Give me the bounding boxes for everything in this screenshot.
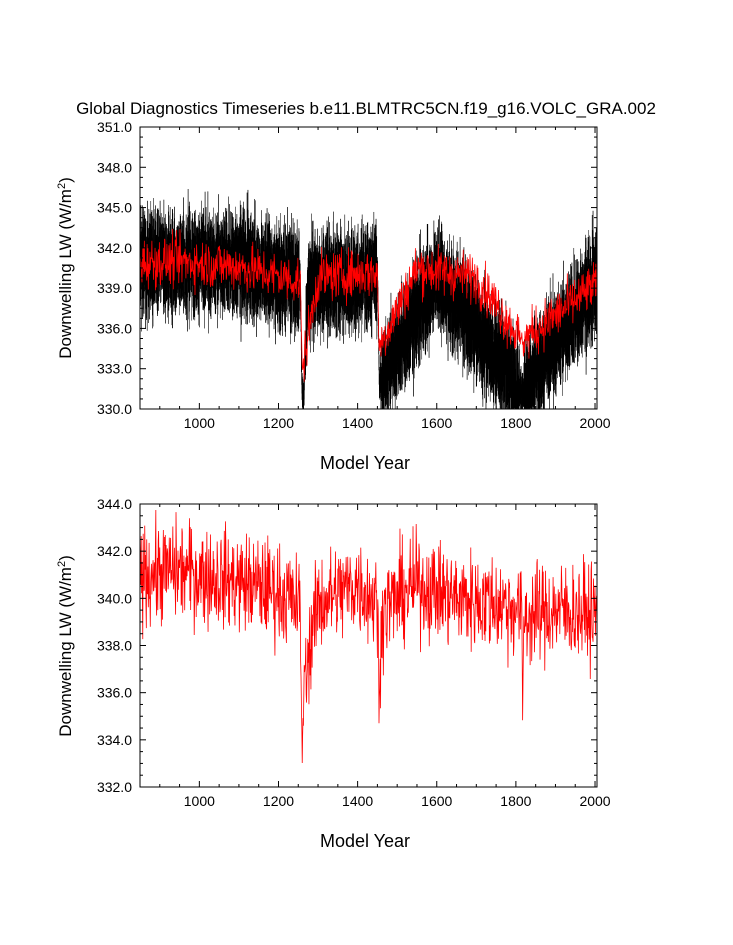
chart-title: Global Diagnostics Timeseries b.e11.BLMT…	[76, 99, 656, 118]
top-x-tick-label: 1000	[184, 415, 215, 431]
bottom-y-tick-label: 334.0	[97, 732, 132, 748]
top-y-tick-label: 339.0	[97, 280, 132, 296]
top-x-tick-label: 1800	[500, 415, 531, 431]
top-x-tick-label: 1400	[342, 415, 373, 431]
bottom-y-tick-label: 340.0	[97, 590, 132, 606]
top-y-tick-label: 336.0	[97, 320, 132, 336]
bottom-plot-frame	[139, 503, 598, 788]
top-y-tick-label: 333.0	[97, 361, 132, 377]
bottom-y-tick-label: 336.0	[97, 685, 132, 701]
top-series-annual	[139, 228, 598, 382]
top-y-tick-label: 351.0	[97, 119, 132, 135]
top-panel: 330.0 333.0 336.0 339.0 342.0 345.0 348.0 351.0…	[56, 119, 611, 473]
bottom-y-axis-label: Downwelling LW (W/m2)	[56, 555, 75, 737]
top-y-tick-label: 348.0	[97, 159, 132, 175]
bottom-y-tick-label: 344.0	[97, 496, 132, 512]
top-y-tick-label: 345.0	[97, 200, 132, 216]
bottom-x-tick-label: 1400	[342, 793, 373, 809]
bottom-x-axis-label: Model Year	[320, 831, 410, 851]
bottom-x-tick-label: 1800	[500, 793, 531, 809]
bottom-y-tick-label: 338.0	[97, 638, 132, 654]
top-y-tick-label: 342.0	[97, 240, 132, 256]
bottom-panel: 332.0 334.0 336.0 338.0 340.0 342.0 344.0 1000 1…	[56, 496, 611, 851]
bottom-x-tick-label: 1600	[421, 793, 452, 809]
bottom-y-tick-label: 332.0	[97, 779, 132, 795]
bottom-y-tick-label: 342.0	[97, 543, 132, 559]
bottom-x-tick-label: 1000	[184, 793, 215, 809]
top-x-axis-label: Model Year	[320, 453, 410, 473]
top-x-tick-label: 1600	[421, 415, 452, 431]
top-x-tick-label: 2000	[579, 415, 610, 431]
bottom-x-tick-label: 1200	[263, 793, 294, 809]
top-y-tick-label: 330.0	[97, 401, 132, 417]
top-series-monthly	[139, 189, 598, 410]
top-x-tick-label: 1200	[263, 415, 294, 431]
top-y-axis-label: Downwelling LW (W/m2)	[56, 177, 75, 359]
bottom-x-tick-label: 2000	[579, 793, 610, 809]
bottom-series-annual	[139, 510, 598, 763]
